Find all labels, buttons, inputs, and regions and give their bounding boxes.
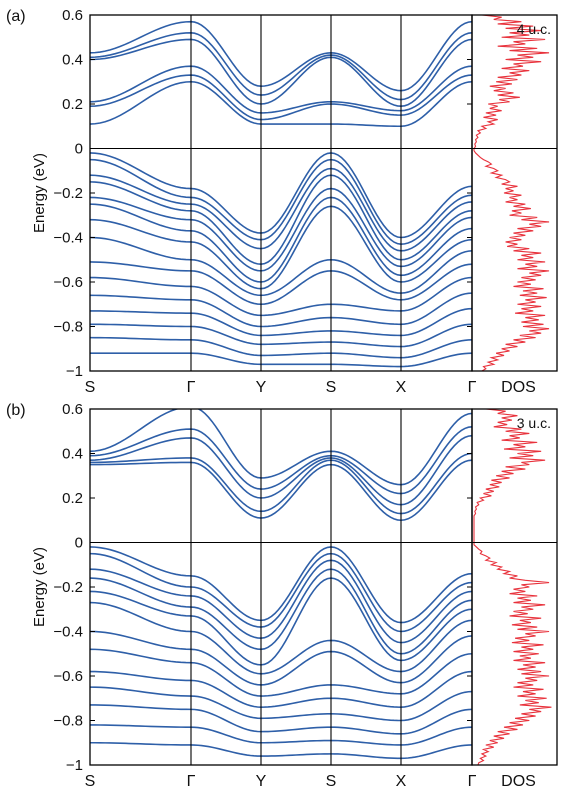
dos-curve [473,15,550,371]
valence-band-line [90,568,472,655]
y-tick-label: −0.8 [53,319,83,336]
y-axis-label: Energy (eV) [31,153,48,233]
y-tick-label: 0.4 [62,446,83,463]
valence-band-line [90,336,472,359]
dos-axis-label: DOS [501,773,536,790]
valence-band-line [90,236,472,297]
y-tick-label: −0.4 [53,230,83,247]
y-tick-label: 0 [75,535,83,552]
valence-band-line [90,261,472,306]
panel-label: (b) [6,402,26,419]
valence-band-line [90,546,472,624]
conduction-band-line [90,74,472,121]
band-panel-a: −1 −0.8 −0.6 −0.4 −0.2 0 0.2 0.4 0.6 S Γ Y S X Γ DOS Ene… [6,7,558,396]
y-tick-label: −0.6 [53,274,83,291]
y-tick-label: −1 [66,363,83,380]
kpoint-label: Γ [468,773,477,790]
kpoint-label: S [85,773,96,790]
kpoint-label: Y [256,773,267,790]
dos-frame [471,408,558,766]
band-panel-b: −1 −0.8 −0.6 −0.4 −0.2 0 0.2 0.4 0.6 S Γ Y S X Γ DOS Ene… [6,401,558,790]
conduction-band-line [90,65,472,114]
conduction-band-line [90,38,472,108]
y-axis-label: Energy (eV) [31,547,48,627]
dos-curve [473,409,552,765]
thickness-label: 3 u.c. [517,415,551,431]
y-tick-label: −0.2 [53,579,83,596]
band-frame [89,408,473,766]
valence-band-line [90,292,472,328]
valence-band-line [90,670,472,708]
y-tick-label: 0.2 [62,490,83,507]
conduction-band-line [90,31,472,101]
kpoint-label: S [85,379,96,396]
valence-band-line [90,577,472,666]
valence-band-line [90,686,472,722]
y-tick-label: −0.8 [53,713,83,730]
kpoint-label: Γ [187,379,196,396]
valence-band-line [90,741,472,760]
valence-band-line [90,174,472,266]
panel-label: (a) [6,8,26,25]
dos-frame [471,14,558,372]
valence-band-line [90,205,472,290]
thickness-label: 4 u.c. [517,21,551,37]
valence-band-line [90,323,472,348]
conduction-band-line [90,426,472,495]
band-lines [90,20,472,368]
valence-band-line [90,152,472,239]
conduction-band-line [90,80,472,128]
y-tick-label: −1 [66,757,83,774]
kpoint-label: X [396,773,407,790]
y-tick-label: 0.6 [62,401,83,418]
y-tick-label: −0.2 [53,185,83,202]
valence-band-line [90,559,472,644]
y-tick-label: 0.4 [62,52,83,69]
conduction-band-line [90,459,472,522]
valence-band-line [90,158,472,245]
y-tick-label: 0.2 [62,96,83,113]
valence-band-line [90,724,472,746]
conduction-band-line [90,452,472,515]
y-tick-label: −0.4 [53,624,83,641]
valence-band-line [90,648,472,697]
kpoint-label: S [326,379,337,396]
valence-band-line [90,196,472,283]
valence-band-line [90,704,472,735]
kpoint-label: Γ [468,379,477,396]
conduction-band-line [90,20,472,92]
kpoint-label: S [326,773,337,790]
valence-band-line [90,552,472,633]
kpoint-label: X [396,379,407,396]
valence-band-line [90,187,472,272]
kpoint-label: Γ [187,773,196,790]
valence-band-line [90,630,472,686]
conduction-band-line [90,434,472,506]
band-lines [90,409,472,760]
valence-band-line [90,601,472,675]
conduction-band-line [90,409,472,486]
y-tick-label: 0.6 [62,7,83,24]
kpoint-label: Y [256,379,267,396]
dos-axis-label: DOS [501,379,536,396]
y-tick-label: 0 [75,141,83,158]
valence-band-line [90,307,472,337]
valence-band-line [90,352,472,368]
valence-band-line [90,167,472,252]
valence-band-line [90,276,472,317]
y-tick-label: −0.6 [53,668,83,685]
